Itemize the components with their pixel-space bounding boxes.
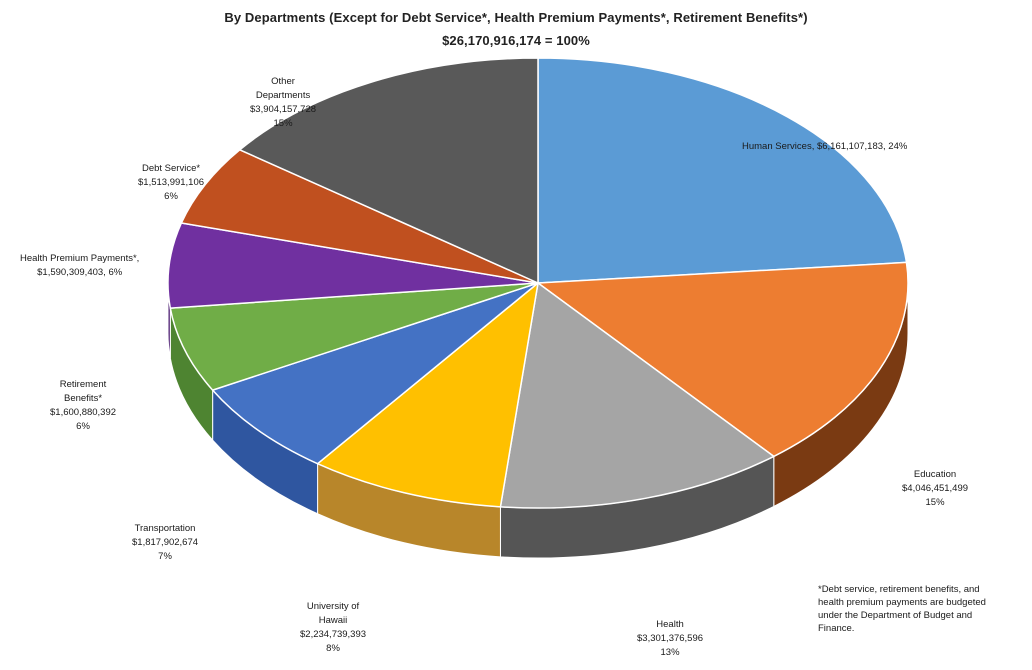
label-health: Health $3,301,376,596 13% [637, 619, 704, 658]
label-other-departments: Other Departments $3,904,157,728 15% [250, 76, 317, 129]
slice-university-of-hawaii [316, 282, 539, 508]
slice-debt-service [180, 149, 539, 284]
label-transportation: Transportation $1,817,902,674 7% [132, 523, 199, 562]
slice-transportation [211, 282, 539, 465]
slice-other-departments [239, 57, 539, 284]
chart-title: By Departments (Except for Debt Service*… [224, 10, 808, 25]
footnote: *Debt service, retirement benefits, and … [818, 584, 986, 634]
label-university-of-hawaii: University of Hawaii $2,234,739,393 8% [300, 601, 367, 654]
label-health-premium-payments: Health Premium Payments*, $1,590,309,403… [20, 253, 140, 278]
label-debt-service: Debt Service* $1,513,991,106 6% [138, 163, 205, 202]
slice-health [499, 282, 775, 509]
slice-health-premium-payments [167, 222, 539, 309]
label-retirement-benefits: Retirement Benefits* $1,600,880,392 6% [50, 379, 117, 432]
slice-education [537, 261, 909, 458]
label-human-services: Human Services, $6,161,107,183, 24% [742, 141, 908, 152]
slice-human-services [537, 57, 908, 284]
chart-subtitle: $26,170,916,174 = 100% [442, 33, 590, 48]
label-education: Education $4,046,451,499 15% [902, 469, 969, 508]
slice-retirement-benefits [169, 282, 539, 391]
